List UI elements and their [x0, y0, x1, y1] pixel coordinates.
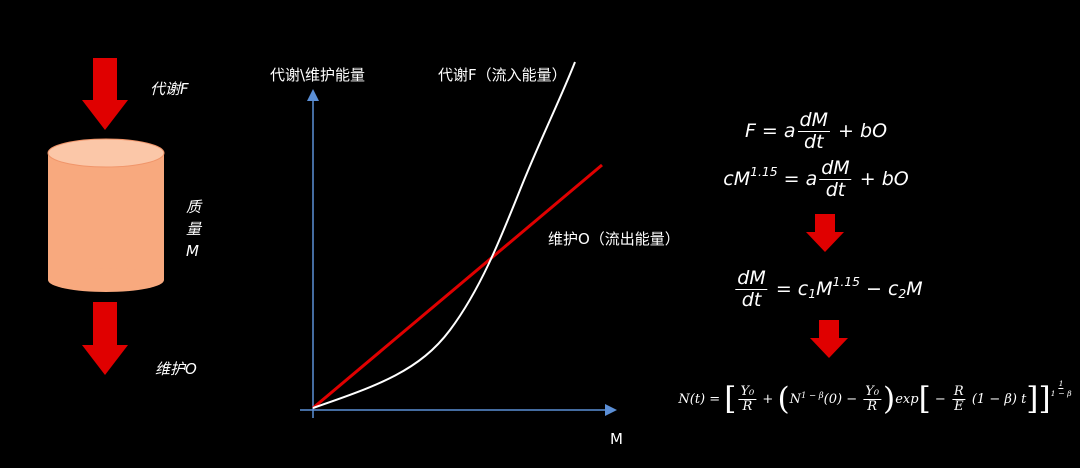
- eq-text: = c: [769, 278, 809, 301]
- eq-text: −: [930, 392, 950, 408]
- arrow-down-2: [810, 320, 848, 358]
- input-label: 代谢F: [150, 80, 189, 98]
- equation: F = a dM dt + bO: [745, 110, 887, 153]
- eq-denominator: E: [954, 399, 964, 415]
- eq-text: cM: [723, 168, 751, 191]
- eq-numerator: Y₀: [738, 383, 757, 401]
- mass-char: 量: [186, 220, 202, 238]
- eq-bracket: [: [724, 381, 737, 417]
- eq-sup: 1.15: [832, 274, 860, 289]
- eq-text: + bO: [853, 168, 909, 191]
- eq-sub: 2: [898, 287, 907, 302]
- eq-denominator: R: [742, 399, 753, 415]
- eq-denominator: dt: [741, 288, 762, 311]
- eq-fraction: Y₀ R: [738, 383, 757, 415]
- eq-sub: 1: [808, 287, 817, 302]
- y-axis-label: 代谢\维护能量: [270, 66, 366, 84]
- eq-bracket: (: [777, 381, 790, 417]
- eq-text: N(t) =: [678, 392, 725, 408]
- eq-numerator: 1: [1058, 379, 1064, 390]
- cylinder: [47, 138, 165, 292]
- maintenance-line: [312, 163, 603, 410]
- eq-bracket: ): [883, 381, 896, 417]
- eq-denominator: dt: [825, 178, 846, 201]
- eq-denominator: 1 − β: [1050, 389, 1072, 399]
- arrow-down-1: [806, 214, 844, 252]
- metabolism-curve: [312, 61, 576, 409]
- eq-denominator: dt: [804, 130, 824, 153]
- eq-text: M: [906, 278, 923, 301]
- eq-numerator: dM: [797, 109, 831, 132]
- eq-fraction: dM dt: [735, 267, 768, 311]
- eq-fraction: dM dt: [819, 157, 852, 201]
- output-label: 维护O: [155, 360, 197, 378]
- arrow-in: [82, 58, 128, 130]
- mass-label: 质 量 M: [186, 196, 201, 262]
- eq-denominator: R: [867, 399, 878, 415]
- eq-bracket: ]: [1038, 381, 1051, 417]
- mass-char: M: [186, 242, 199, 260]
- curve-label: 代谢F（流入能量）: [438, 66, 567, 84]
- equation: cM 1.15 = a dM dt + bO: [723, 158, 908, 201]
- eq-text: N: [789, 392, 801, 408]
- eq-text: (1 − β) t: [967, 392, 1027, 408]
- eq-fraction: Y₀ R: [863, 383, 882, 415]
- eq-text: M: [816, 278, 833, 301]
- eq-numerator: Y₀: [863, 383, 882, 401]
- eq-text: (0) −: [823, 392, 862, 408]
- eq-sup: 1.15: [750, 164, 778, 179]
- eq-bracket: ]: [1026, 381, 1039, 417]
- eq-text: = a: [777, 168, 818, 191]
- eq-numerator: R: [951, 383, 966, 401]
- mass-char: 质: [186, 198, 202, 216]
- arrow-out: [82, 302, 128, 375]
- eq-text: F = a: [744, 120, 796, 143]
- eq-bracket: [: [918, 381, 931, 417]
- x-axis-label: M: [610, 430, 623, 448]
- eq-text: − c: [859, 278, 899, 301]
- eq-text: +: [758, 392, 778, 408]
- eq-sup: 1 − β: [800, 389, 824, 400]
- eq-text: exp: [895, 392, 919, 408]
- eq-numerator: dM: [735, 267, 768, 290]
- eq-text: + bO: [832, 120, 888, 143]
- eq-numerator: dM: [819, 157, 852, 180]
- eq-fraction: dM dt: [797, 109, 831, 153]
- line-label: 维护O（流出能量）: [548, 230, 680, 248]
